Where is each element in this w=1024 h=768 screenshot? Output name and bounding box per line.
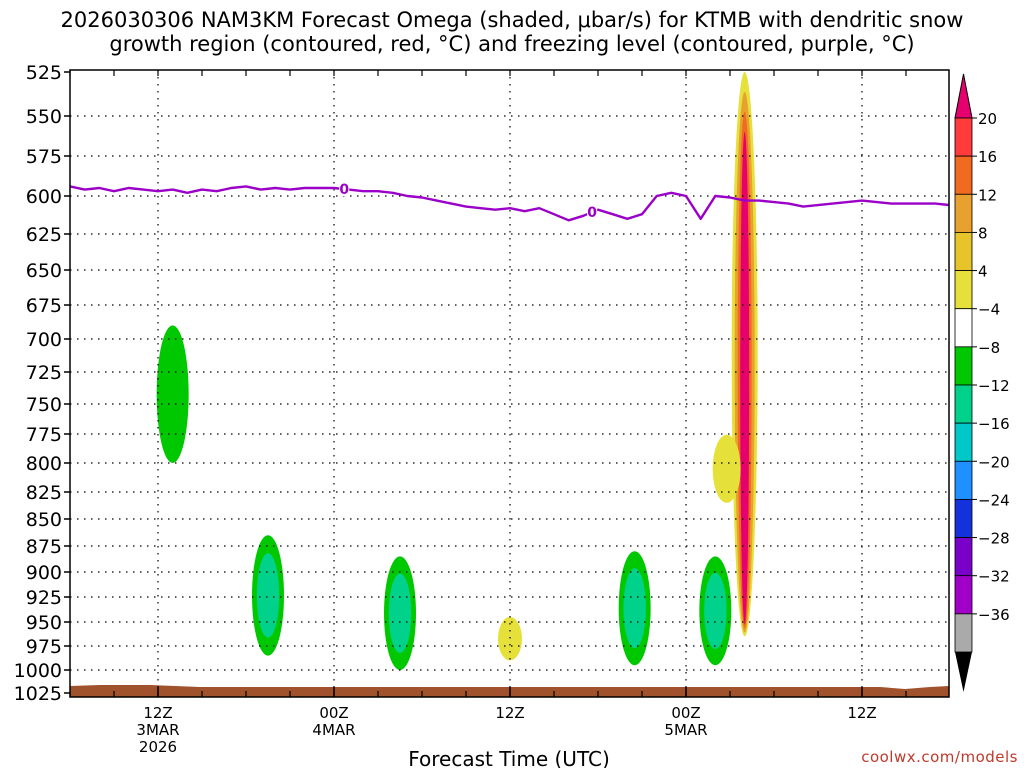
- colorbar-segment: [954, 270, 973, 310]
- colorbar-label: 4: [978, 263, 988, 281]
- colorbar-segment: [954, 575, 973, 615]
- colorbar-segment: [954, 193, 973, 233]
- chart-title-line-1: 2026030306 NAM3KM Forecast Omega (shaded…: [60, 8, 964, 32]
- omega-shade-low-level-feature-4mar-06z: [388, 573, 412, 653]
- y-tick-label-675: 675: [26, 295, 62, 317]
- grid-lines: [69, 70, 949, 697]
- x-axis-label: Forecast Time (UTC): [408, 747, 610, 768]
- omega-shade-low-level-feature-5mar-03z: [704, 572, 727, 649]
- colorbar-segment: [954, 308, 973, 348]
- x-tick-label: 00Z: [671, 704, 700, 722]
- colorbar-label: −28: [978, 530, 1010, 548]
- freezing-label-bg: [587, 205, 598, 220]
- y-tick-label-650: 650: [26, 260, 62, 282]
- y-tick-label-575: 575: [26, 146, 62, 168]
- x-tick-label: 2026: [139, 738, 177, 756]
- colorbar-label: −36: [978, 606, 1010, 624]
- y-tick-label-800: 800: [26, 453, 62, 475]
- freezing-level-line: [70, 185, 949, 222]
- colorbar-label: 16: [978, 148, 997, 166]
- y-tick-label-700: 700: [26, 329, 62, 351]
- omega-shade-low-level-feature-4mar-21z: [623, 568, 646, 649]
- y-tick-label-750: 750: [26, 394, 62, 416]
- y-tick-label-625: 625: [26, 224, 62, 246]
- freezing-level-label: 0: [587, 205, 597, 221]
- colorbar-label: −4: [978, 301, 1000, 319]
- y-tick-label-550: 550: [26, 106, 62, 128]
- y-tick-label-600: 600: [26, 186, 62, 208]
- x-tick-label: 4MAR: [312, 721, 355, 739]
- plot-area: [70, 72, 949, 697]
- credit-link[interactable]: coolwx.com/models: [861, 748, 1018, 766]
- colorbar-label: −8: [978, 339, 1000, 357]
- y-tick-label-900: 900: [26, 562, 62, 584]
- y-tick-label-925: 925: [26, 587, 62, 609]
- chart-title-line-2: growth region (contoured, red, °C) and f…: [109, 32, 915, 56]
- colorbar-label: −12: [978, 377, 1010, 395]
- freezing-level-contour: 00: [70, 182, 949, 222]
- x-tick-label: 12Z: [143, 704, 172, 722]
- omega-shade-shallow-feature-3mar-12z: [156, 325, 189, 464]
- colorbar-label: 8: [978, 224, 988, 242]
- colorbar-label: 12: [978, 186, 997, 204]
- y-tick-label-825: 825: [26, 482, 62, 504]
- colorbar-segment: [954, 613, 973, 653]
- y-axis: 525 550 575 600 625 650 675 700 725 750 775 800 825 8…: [14, 62, 70, 705]
- x-tick-label: 00Z: [319, 704, 348, 722]
- colorbar-segment: [954, 460, 973, 500]
- omega-shade-updraft-core-5mar: [712, 434, 741, 503]
- omega-shade-updraft-core-5mar: [740, 132, 750, 625]
- colorbar-top-arrow: [954, 73, 973, 119]
- colorbar-segment: [954, 117, 973, 157]
- colorbar-segment: [954, 155, 973, 195]
- y-tick-label-775: 775: [26, 424, 62, 446]
- y-tick-label-1000: 1000: [14, 660, 62, 682]
- y-tick-label-950: 950: [26, 612, 62, 634]
- colorbar-segment: [954, 384, 973, 424]
- y-tick-label-1025: 1025: [14, 683, 62, 705]
- x-tick-label: 12Z: [495, 704, 524, 722]
- y-tick-label-975: 975: [26, 636, 62, 658]
- freezing-label-bg: [339, 182, 350, 197]
- colorbar-label: −24: [978, 491, 1010, 509]
- colorbar-segment: [954, 232, 973, 271]
- colorbar-segment: [954, 422, 973, 462]
- colorbar-segment: [954, 537, 973, 577]
- y-tick-label-525: 525: [26, 62, 62, 84]
- y-tick-label-725: 725: [26, 362, 62, 384]
- colorbar-label: −20: [978, 453, 1010, 471]
- colorbar-label: 20: [978, 110, 997, 128]
- omega-shade-low-level-feature-4mar-12z: [498, 617, 522, 661]
- colorbar-label: −32: [978, 568, 1010, 586]
- colorbar-label: −16: [978, 415, 1010, 433]
- y-tick-label-850: 850: [26, 509, 62, 531]
- colorbar-segment: [954, 346, 973, 386]
- x-tick-label: 3MAR: [136, 721, 179, 739]
- y-tick-label-875: 875: [26, 536, 62, 558]
- x-tick-label: 5MAR: [664, 721, 707, 739]
- colorbar-segment: [954, 499, 973, 538]
- omega-shade-low-level-feature-4mar-00z: [256, 553, 280, 638]
- colorbar-legend: 20 16 12 8 4 −4 −8 −12 −16 −20 −24 −28 −32 −36: [954, 73, 1010, 692]
- freezing-level-label: 0: [339, 182, 349, 198]
- colorbar-bottom-arrow: [955, 652, 972, 692]
- x-tick-label: 12Z: [847, 704, 876, 722]
